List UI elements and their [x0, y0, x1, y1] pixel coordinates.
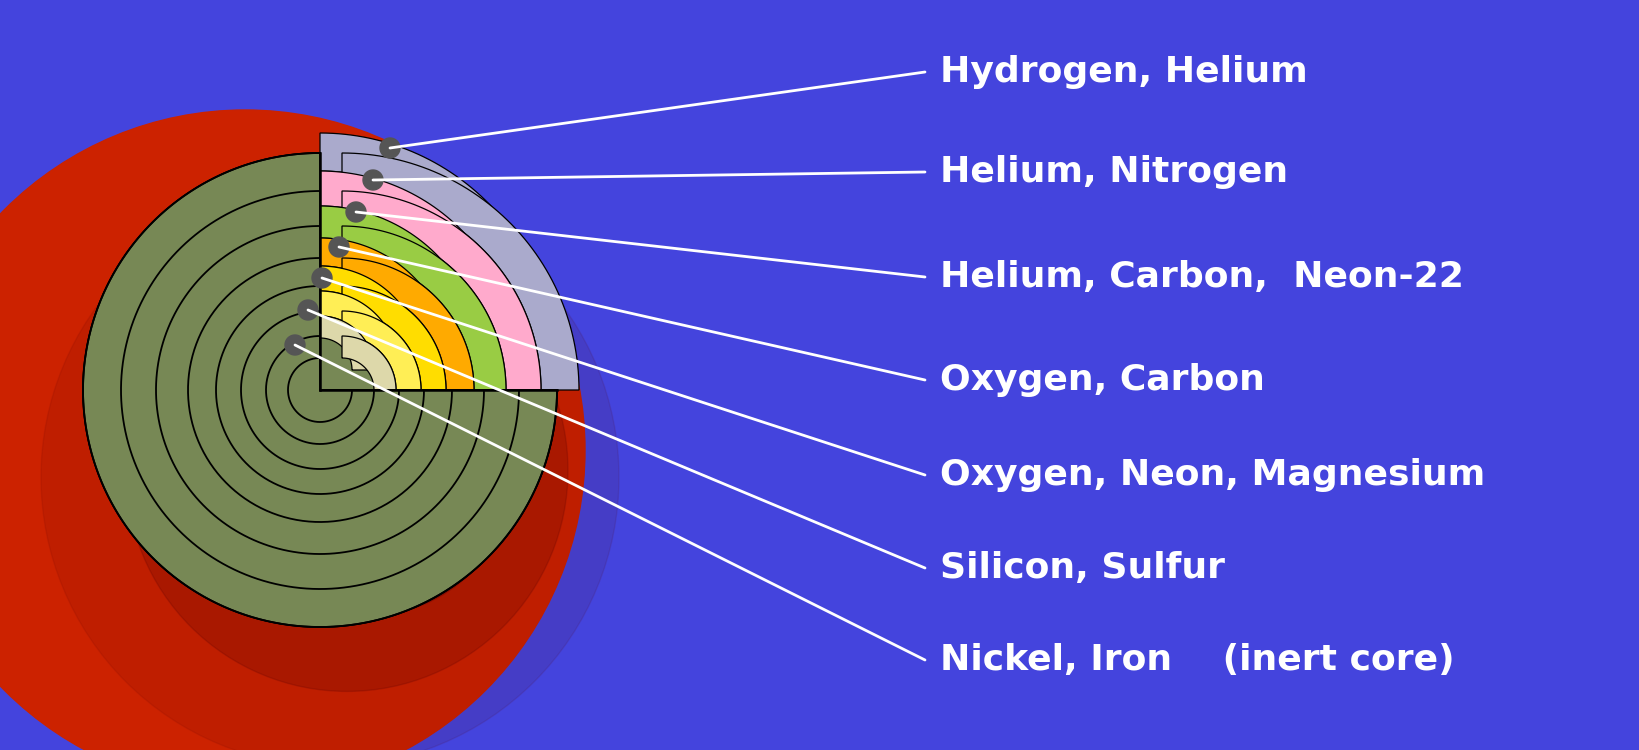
Polygon shape [343, 226, 506, 390]
Polygon shape [320, 266, 425, 370]
Text: Oxygen, Carbon: Oxygen, Carbon [941, 363, 1265, 397]
Text: Hydrogen, Helium: Hydrogen, Helium [941, 55, 1308, 89]
Polygon shape [288, 358, 352, 422]
Circle shape [346, 202, 365, 222]
Polygon shape [320, 171, 520, 370]
Circle shape [84, 153, 557, 627]
Text: Nickel, Iron    (inert core): Nickel, Iron (inert core) [941, 643, 1455, 677]
Polygon shape [188, 258, 452, 522]
Polygon shape [320, 316, 374, 370]
Polygon shape [156, 226, 484, 554]
Circle shape [298, 300, 318, 320]
Polygon shape [343, 153, 579, 390]
Circle shape [216, 286, 425, 494]
Polygon shape [266, 336, 374, 444]
Polygon shape [320, 206, 484, 370]
Polygon shape [343, 311, 421, 390]
Polygon shape [216, 286, 425, 494]
Circle shape [380, 138, 400, 158]
Text: Oxygen, Neon, Magnesium: Oxygen, Neon, Magnesium [941, 458, 1485, 492]
Polygon shape [84, 153, 557, 627]
Polygon shape [241, 311, 398, 469]
Polygon shape [343, 258, 474, 390]
Circle shape [121, 191, 520, 589]
Circle shape [188, 258, 452, 522]
Polygon shape [343, 336, 397, 390]
Polygon shape [320, 291, 398, 370]
Circle shape [211, 310, 516, 616]
Circle shape [329, 237, 349, 257]
Circle shape [362, 170, 384, 190]
Circle shape [0, 110, 585, 750]
Circle shape [288, 358, 352, 422]
Circle shape [126, 250, 569, 692]
Polygon shape [343, 191, 541, 390]
Circle shape [311, 268, 333, 288]
Circle shape [285, 335, 305, 355]
Polygon shape [343, 286, 446, 390]
Circle shape [241, 311, 398, 469]
Text: Silicon, Sulfur: Silicon, Sulfur [941, 551, 1224, 585]
Polygon shape [121, 191, 520, 589]
Polygon shape [320, 133, 557, 370]
Polygon shape [320, 238, 452, 370]
Circle shape [266, 336, 374, 444]
Text: Helium, Nitrogen: Helium, Nitrogen [941, 155, 1288, 189]
Circle shape [41, 188, 620, 750]
Circle shape [156, 226, 484, 554]
Text: Helium, Carbon,  Neon-22: Helium, Carbon, Neon-22 [941, 260, 1464, 294]
